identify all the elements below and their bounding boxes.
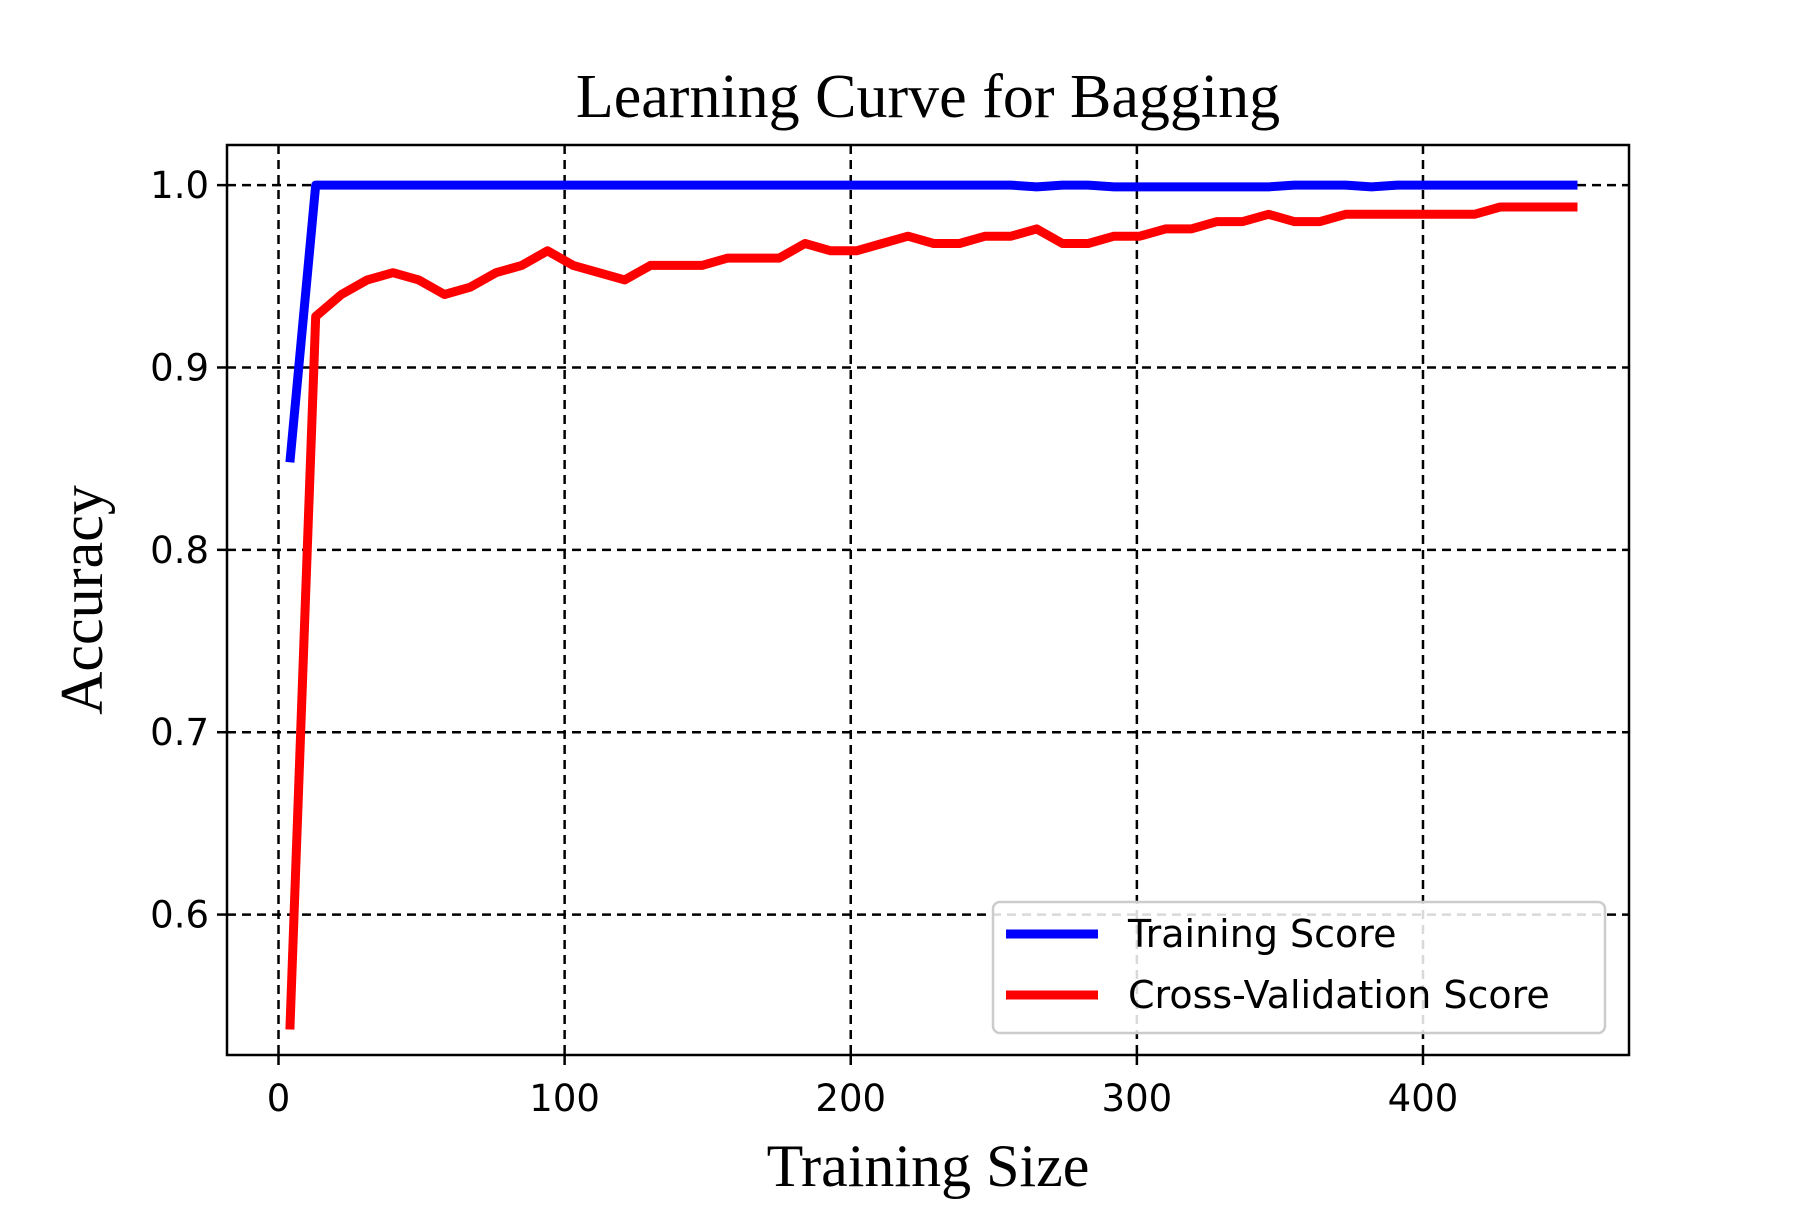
y-axis-label: Accuracy (49, 485, 115, 715)
legend: Training Score Cross-Validation Score (991, 900, 1607, 1035)
tick-layer: 0 100 200 300 400 0.6 0.7 0.8 0.9 1.0 (150, 164, 1458, 1120)
x-tick-label: 100 (529, 1077, 600, 1120)
plot-area-frame (225, 143, 1631, 1057)
y-tick-label: 0.6 (150, 894, 209, 937)
x-tick-label: 400 (1388, 1077, 1459, 1120)
y-tick-label: 0.8 (150, 529, 209, 572)
legend-label-cross-validation-score: Cross-Validation Score (1128, 973, 1550, 1017)
x-tick-label: 300 (1102, 1077, 1173, 1120)
x-axis-label: Training Size (767, 1133, 1090, 1199)
legend-box (991, 900, 1607, 1035)
series-line-training-score (285, 180, 1578, 463)
y-tick-label: 1.0 (150, 164, 209, 207)
x-tick-label: 200 (815, 1077, 886, 1120)
legend-label-training-score: Training Score (1127, 912, 1396, 956)
chart-title: Learning Curve for Bagging (576, 63, 1280, 131)
series-layer (285, 180, 1578, 1030)
x-tick-label: 0 (267, 1077, 291, 1120)
y-tick-label: 0.7 (150, 711, 209, 754)
series-line-cross-validation-score (285, 202, 1578, 1030)
y-tick-label: 0.9 (150, 346, 209, 389)
